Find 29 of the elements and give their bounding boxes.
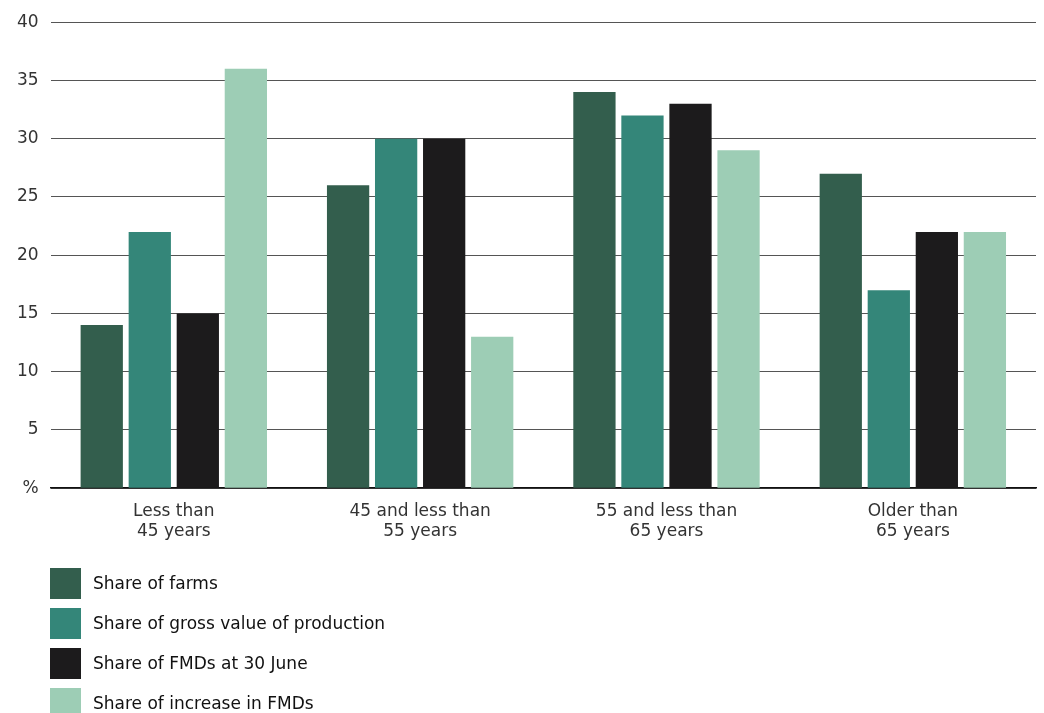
legend-label: Share of FMDs at 30 June: [93, 653, 308, 673]
legend-label: Share of increase in FMDs: [93, 693, 314, 713]
bar: [963, 231, 1007, 488]
bar: [819, 173, 862, 488]
x-tick-label: 45 and less than 55 years: [349, 499, 491, 541]
legend-label: Share of farms: [93, 573, 218, 593]
legend-label: Share of gross value of production: [93, 613, 386, 633]
y-tick-label: 35: [16, 68, 39, 89]
bar: [374, 138, 418, 488]
y-tick-label: 5: [27, 418, 39, 439]
bar: [128, 231, 171, 488]
x-tick-label: Older than 65 years: [867, 499, 959, 541]
y-tick-label: 30: [16, 127, 39, 148]
bar: [80, 325, 123, 488]
bar: [224, 68, 267, 488]
y-tick-label: %: [22, 476, 39, 497]
y-tick-label: 10: [16, 360, 39, 381]
bar: [326, 185, 370, 488]
y-tick-label: 15: [16, 301, 39, 322]
y-tick-label: 20: [16, 243, 39, 264]
bar: [867, 290, 910, 488]
bar: [573, 92, 616, 488]
x-tick-label: Less than 45 years: [133, 499, 215, 541]
y-tick-label: 25: [16, 185, 39, 206]
y-tick-label: 40: [16, 10, 39, 31]
x-tick-label: 55 and less than 65 years: [595, 499, 738, 541]
bar: [717, 150, 760, 488]
bar: [621, 115, 664, 488]
bar: [471, 336, 514, 488]
